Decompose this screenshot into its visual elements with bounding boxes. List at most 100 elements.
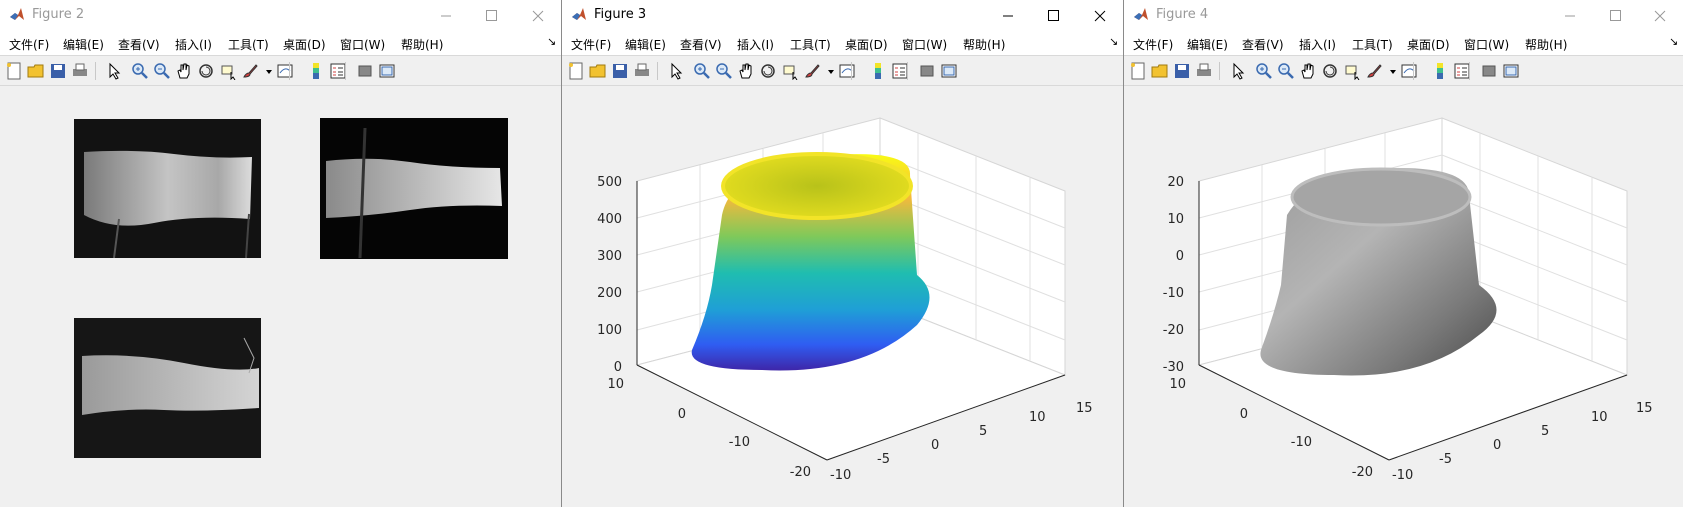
print-button[interactable] [1195,62,1213,80]
menu-insert[interactable]: 插入(I) [737,38,774,52]
colorbar-button[interactable] [869,62,887,80]
zoom-in-button[interactable] [693,62,711,80]
show-plot-tools-button[interactable] [378,62,396,80]
open-file-button[interactable] [1151,62,1169,80]
zoom-in-button[interactable] [1255,62,1273,80]
data-cursor-button[interactable] [219,62,237,81]
window-border [561,0,562,507]
menu-insert[interactable]: 插入(I) [175,38,212,52]
title-bar[interactable]: Figure 2 [0,0,561,32]
show-plot-tools-button[interactable] [1502,62,1520,80]
colorbar-button[interactable] [307,62,325,80]
brush-button[interactable] [1365,62,1383,80]
legend-button[interactable] [891,62,909,80]
menu-overflow-icon[interactable]: ↘ [547,35,557,48]
maximize-button[interactable] [469,0,515,32]
z-tick-label: 0 [614,360,622,375]
menu-edit[interactable]: 编辑(E) [63,38,104,52]
menu-overflow-icon[interactable]: ↘ [1109,35,1119,48]
rotate-3d-button[interactable] [197,62,215,80]
menu-tools[interactable]: 工具(T) [228,38,269,52]
menu-help[interactable]: 帮助(H) [1525,38,1568,52]
brush-button[interactable] [241,62,259,80]
open-file-button[interactable] [27,62,45,80]
open-file-button[interactable] [589,62,607,80]
menu-desktop[interactable]: 桌面(D) [283,38,326,52]
data-cursor-button[interactable] [1343,62,1361,81]
close-button[interactable] [1637,0,1683,32]
edit-plot-button[interactable] [105,62,123,80]
link-plot-button[interactable] [276,62,294,80]
close-button[interactable] [515,0,561,32]
minimize-button[interactable] [1547,0,1593,32]
minimize-button[interactable] [985,0,1031,32]
zoom-out-button[interactable] [153,62,171,80]
new-figure-button[interactable] [5,62,23,80]
z-tick-label: 500 [597,175,622,190]
title-bar[interactable]: Figure 4 [1124,0,1683,32]
edit-plot-button[interactable] [667,62,685,80]
save-button[interactable] [1173,62,1191,80]
menu-window[interactable]: 窗口(W) [1464,38,1510,52]
link-plot-button[interactable] [1400,62,1418,80]
title-bar[interactable]: Figure 3 [562,0,1123,32]
maximize-button[interactable] [1593,0,1639,32]
menu-desktop[interactable]: 桌面(D) [1407,38,1450,52]
pan-button[interactable] [737,62,755,80]
zoom-out-button[interactable] [715,62,733,80]
new-figure-button[interactable] [567,62,585,80]
data-cursor-button[interactable] [781,62,799,81]
menu-tools[interactable]: 工具(T) [1352,38,1393,52]
brush-button[interactable] [803,62,821,80]
save-button[interactable] [611,62,629,80]
pan-button[interactable] [1299,62,1317,80]
brush-dropdown-button[interactable] [825,62,837,80]
rotate-3d-button[interactable] [759,62,777,80]
show-plot-tools-icon [379,64,395,78]
link-plot-button[interactable] [838,62,856,80]
menu-window[interactable]: 窗口(W) [340,38,386,52]
zoom-out-button[interactable] [1277,62,1295,80]
toolbar-separator [1219,62,1220,80]
menu-desktop[interactable]: 桌面(D) [845,38,888,52]
menu-help[interactable]: 帮助(H) [401,38,444,52]
menu-file[interactable]: 文件(F) [571,38,612,52]
new-figure-button[interactable] [1129,62,1147,80]
brush-dropdown-button[interactable] [1387,62,1399,80]
menu-file[interactable]: 文件(F) [9,38,50,52]
pan-button[interactable] [175,62,193,80]
y-tick-label: 15 [1076,401,1093,416]
zoom-out-icon [1278,63,1294,79]
menu-insert[interactable]: 插入(I) [1299,38,1336,52]
menu-file[interactable]: 文件(F) [1133,38,1174,52]
menu-tools[interactable]: 工具(T) [790,38,831,52]
surface-plot-3d-gray[interactable]: 20 10 0 -10 -20 -30 10 0 -10 -20 -10 -5 … [1124,85,1683,505]
surface-plot-3d[interactable]: 500 400 300 200 100 0 10 0 -10 -20 -10 -… [562,85,1123,505]
menu-edit[interactable]: 编辑(E) [1187,38,1228,52]
menu-overflow-icon[interactable]: ↘ [1669,35,1679,48]
x-tick-label: -20 [1352,465,1373,480]
brush-dropdown-button[interactable] [263,62,275,80]
rotate-3d-button[interactable] [1321,62,1339,80]
colorbar-button[interactable] [1431,62,1449,80]
hide-plot-tools-button[interactable] [918,62,936,80]
print-button[interactable] [71,62,89,80]
menu-view[interactable]: 查看(V) [1242,38,1284,52]
window-border [1123,0,1124,507]
zoom-in-button[interactable] [131,62,149,80]
menu-edit[interactable]: 编辑(E) [625,38,666,52]
hide-plot-tools-button[interactable] [356,62,374,80]
edit-plot-button[interactable] [1229,62,1247,80]
menu-help[interactable]: 帮助(H) [963,38,1006,52]
minimize-button[interactable] [423,0,469,32]
print-button[interactable] [633,62,651,80]
menu-window[interactable]: 窗口(W) [902,38,948,52]
maximize-button[interactable] [1031,0,1077,32]
menu-view[interactable]: 查看(V) [118,38,160,52]
close-icon [1094,10,1106,22]
save-button[interactable] [49,62,67,80]
hide-plot-tools-button[interactable] [1480,62,1498,80]
show-plot-tools-button[interactable] [940,62,958,80]
menu-view[interactable]: 查看(V) [680,38,722,52]
close-button[interactable] [1077,0,1123,32]
